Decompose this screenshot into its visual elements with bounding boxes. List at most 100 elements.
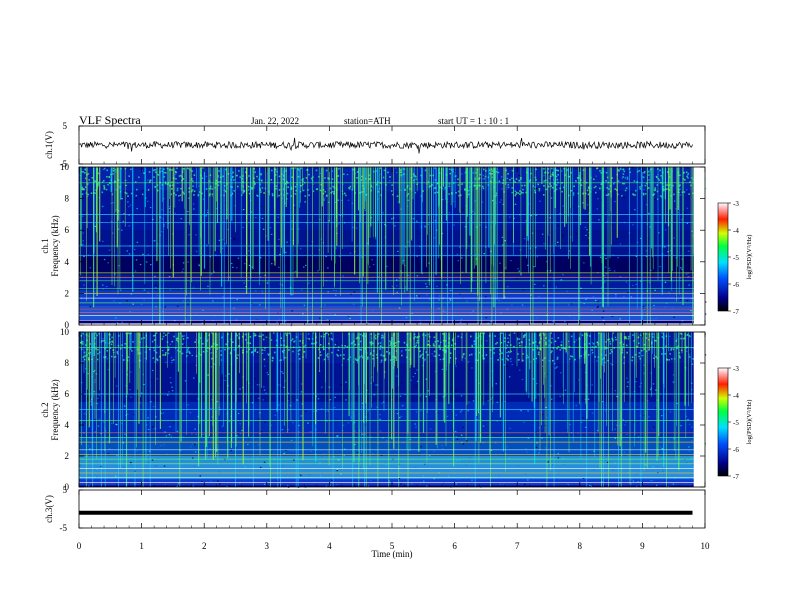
ch1-spectrogram-speckle xyxy=(162,218,164,220)
ch2-spectrogram-hf-noise xyxy=(519,344,521,347)
ch1-spectrogram-hf-noise xyxy=(316,188,319,190)
ch2-spectrogram-speckle xyxy=(473,343,476,345)
ch1-spectrogram-speckle xyxy=(121,198,123,200)
ch1-spectrogram-hf-noise xyxy=(163,171,165,174)
ch1-spectrogram-speckle xyxy=(459,293,461,295)
ch1-spectrogram-hf-noise xyxy=(263,192,265,194)
ch2-spectrogram-hf-noise xyxy=(680,337,682,340)
ch1-spectrogram-speckle xyxy=(419,246,421,248)
ch1-spectrogram-hf-noise xyxy=(458,194,460,197)
ch2-spectrogram-speckle xyxy=(635,381,637,383)
ch1-spectrogram-speckle xyxy=(251,266,254,268)
ch2-spectrogram-hf-noise xyxy=(303,345,305,348)
ch1-spectrogram-speckle xyxy=(680,267,682,269)
ch2-spectrogram-speckle xyxy=(441,447,444,450)
ch1-spectrogram-hf-noise xyxy=(108,176,110,178)
ch1-spectrogram-speckle xyxy=(648,311,650,313)
ch2-spectrogram-speckle xyxy=(269,430,271,432)
ch1-spectrogram-speckle xyxy=(304,201,306,203)
ch1-spectrogram-hf-noise xyxy=(180,174,182,177)
ch1-spectrogram-speckle xyxy=(511,304,513,306)
ch1-spectrogram-hf-noise xyxy=(312,190,315,193)
ch1-spectrogram-hf-noise xyxy=(436,191,439,194)
ch1-spectrogram-hf-noise xyxy=(136,188,138,191)
ch2-spectrogram-hf-noise xyxy=(638,352,641,354)
ch1-spectrogram-hf-noise xyxy=(434,192,436,194)
ch2-spectrogram-hf-noise xyxy=(189,352,191,354)
ch2-spectrogram-hf-noise xyxy=(317,357,320,359)
ch1-spectrogram-speckle xyxy=(396,285,398,287)
ch2-spectrogram-speckle xyxy=(370,382,372,384)
ch2-spectrogram-speckle xyxy=(130,463,132,465)
ch1-spectrogram-speckle xyxy=(98,181,100,183)
figure-title: VLF Spectra xyxy=(79,113,141,127)
ch1-spectrogram-hf-noise xyxy=(209,187,212,189)
ch1-spectrogram-label-line2: Frequency (kHz) xyxy=(50,215,60,276)
ch2-spectrogram-hf-noise xyxy=(362,334,364,337)
ch1-spectrogram-speckle xyxy=(560,279,563,281)
ch1-spectrogram-hf-noise xyxy=(182,178,185,180)
ch2-spectrogram-hf-noise xyxy=(347,358,350,361)
ch1-spectrogram-speckle xyxy=(673,200,676,202)
ch1-spectrogram-speckle xyxy=(405,278,407,281)
ch2-spectrogram-hf-noise xyxy=(127,332,130,335)
ch2-spectrogram-speckle xyxy=(639,386,641,388)
ch1-spectrogram-hf-noise xyxy=(521,184,523,187)
ch2-spectrogram-speckle xyxy=(509,427,511,429)
ch2-spectrogram-speckle xyxy=(228,420,231,423)
ch2-spectrogram-speckle xyxy=(506,352,508,354)
ch1-spectrogram-speckle xyxy=(102,240,104,242)
ch1-spectrogram-hf-noise xyxy=(575,180,577,182)
ch1-spectrogram-speckle xyxy=(319,172,322,174)
ch1-spectrogram-speckle xyxy=(538,295,540,297)
ch1-spectrogram-speckle xyxy=(178,309,180,311)
ch1-spectrogram-hf-noise xyxy=(550,185,552,187)
ch2-spectrogram-label-line1: ch.2 xyxy=(40,402,50,417)
ch2-spectrogram-speckle xyxy=(583,353,585,356)
ch2-spectrogram-hf-noise xyxy=(643,348,646,350)
ch1-spectrogram-speckle xyxy=(326,319,329,321)
ch2-spectrogram-speckle xyxy=(416,369,418,371)
ch2-spectrogram-speckle xyxy=(300,474,302,476)
ch2-spectrogram-speckle xyxy=(194,444,196,446)
ch2-spectrogram-no-data xyxy=(693,332,705,487)
ch1-spectrogram-hf-noise xyxy=(414,191,417,194)
ch2-spectrogram-hf-noise xyxy=(181,352,184,355)
ch2-spectrogram-hf-noise xyxy=(631,359,633,362)
ch1-spectrogram-speckle xyxy=(502,203,504,205)
ch2-spectrogram-speckle xyxy=(508,457,511,460)
ch2-spectrogram-hf-noise xyxy=(528,339,531,341)
ch1-spectrogram-hf-noise xyxy=(623,182,626,185)
ch2-spectrogram-speckle xyxy=(180,457,182,459)
ch1-spectrogram-speckle xyxy=(335,290,337,292)
ch1-spectrogram-speckle xyxy=(460,319,463,321)
ch2-spectrogram-hf-noise xyxy=(527,356,529,359)
ch1-spectrogram-hf-noise xyxy=(400,169,402,171)
ch1-spectrogram-hf-noise xyxy=(329,187,332,190)
ch2-spectrogram-speckle xyxy=(187,350,189,352)
ch1-spectrogram-hf-noise xyxy=(345,194,347,197)
ch2-spectrogram-speckle xyxy=(371,375,373,377)
ch1-spectrogram-speckle xyxy=(645,204,648,206)
ch1-spectrogram-hf-noise xyxy=(407,193,409,195)
ch1-spectrogram-speckle xyxy=(598,219,600,221)
ch2-spectrogram-hf-noise xyxy=(609,352,612,355)
ch2-spectrogram-speckle xyxy=(627,454,629,456)
ch1-spectrogram-colorbar-tick-label: -3 xyxy=(733,200,739,208)
ch2-spectrogram-hf-noise xyxy=(225,343,227,346)
ch2-spectrogram-speckle xyxy=(310,450,313,453)
ch2-spectrogram-hf-noise xyxy=(323,336,325,338)
ch1-spectrogram-speckle xyxy=(338,255,341,257)
ch2-spectrogram-hf-noise xyxy=(537,353,540,356)
ch1-spectrogram-speckle xyxy=(691,177,693,179)
ch1-spectrogram-speckle xyxy=(182,268,185,270)
ch1-spectrogram-speckle xyxy=(552,179,555,181)
ch1-spectrogram-speckle xyxy=(585,298,587,301)
ch2-spectrogram-speckle xyxy=(97,425,100,427)
ch1-spectrogram-hf-noise xyxy=(103,179,105,182)
ch2-spectrogram-hf-noise xyxy=(408,349,410,351)
ch1-spectrogram-hf-noise xyxy=(324,190,327,193)
ch1-spectrogram-hf-noise xyxy=(193,174,196,176)
ch2-spectrogram-hf-noise xyxy=(551,350,553,352)
ch2-spectrogram-speckle xyxy=(361,437,364,439)
